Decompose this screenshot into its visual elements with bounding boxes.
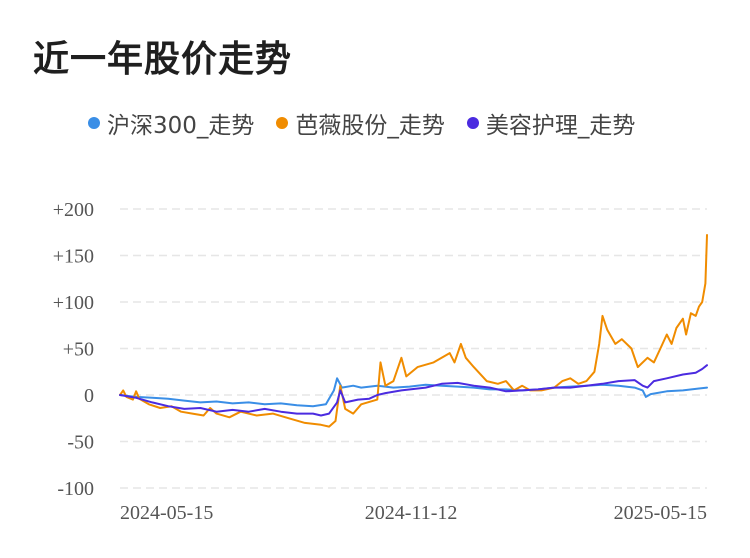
legend-label-hs300: 沪深300_走势 <box>107 113 255 139</box>
legend-dot-hs300 <box>88 117 100 129</box>
y-tick-label: +150 <box>53 246 94 268</box>
chart-title: 近一年股价走势 <box>33 39 293 80</box>
x-axis-tick-labels: 2024-05-15 2024-11-12 2025-05-15 <box>120 502 707 524</box>
legend-item-hs300[interactable]: 沪深300_走势 <box>88 106 254 140</box>
x-tick-label: 2024-05-15 <box>120 502 213 524</box>
legend-label-beauty: 美容护理_走势 <box>485 113 636 139</box>
legend-item-bawei[interactable]: 芭薇股份_走势 <box>276 106 445 140</box>
y-tick-label: 0 <box>84 385 94 407</box>
series-line-1 <box>119 234 708 428</box>
legend-label-bawei: 芭薇股份_走势 <box>295 113 445 139</box>
grid-lines <box>120 208 707 489</box>
legend: 沪深300_走势 芭薇股份_走势 美容护理_走势 <box>88 106 657 140</box>
x-tick-label: 2024-11-12 <box>365 502 458 524</box>
series-lines <box>119 234 708 428</box>
y-tick-label: -50 <box>67 432 94 454</box>
x-tick-label: 2025-05-15 <box>614 502 707 524</box>
legend-item-beauty[interactable]: 美容护理_走势 <box>466 106 636 140</box>
y-tick-label: -100 <box>57 478 94 500</box>
y-tick-label: +100 <box>53 292 94 314</box>
series-line-2 <box>119 364 708 417</box>
y-tick-label: +50 <box>63 339 94 361</box>
series-line-0 <box>119 377 708 408</box>
legend-dot-bawei <box>276 117 289 129</box>
legend-dot-beauty <box>466 117 479 129</box>
y-tick-label: +200 <box>53 199 94 221</box>
y-axis-tick-labels: +200 +150 +100 +50 0 -50 -100 <box>53 199 94 500</box>
